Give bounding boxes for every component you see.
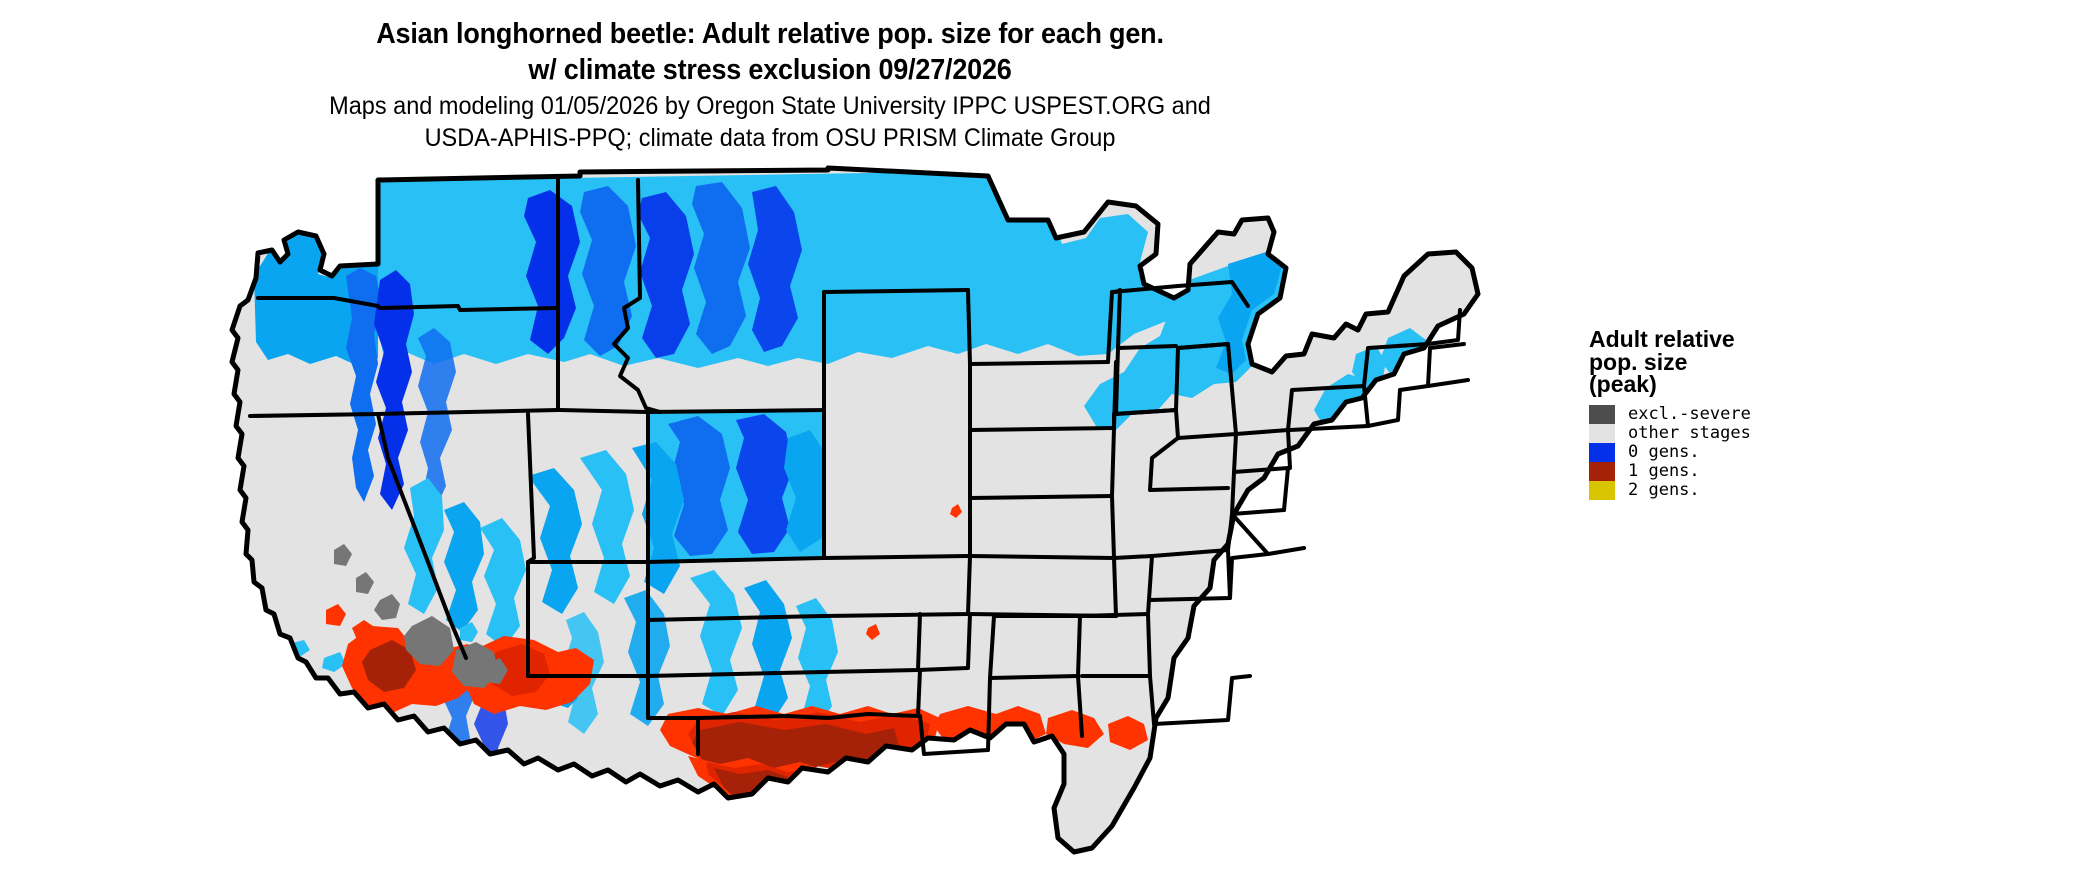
map-legend: Adult relative pop. size (peak) excl.-se…: [1589, 328, 1919, 500]
legend-swatch-excl-severe: [1589, 404, 1615, 424]
legend-label-other-stages: other stages: [1628, 422, 1751, 443]
excl-severe-layer: [334, 544, 508, 688]
legend-label-2-gens: 2 gens.: [1628, 479, 1700, 500]
state-borders-layer: [229, 165, 1481, 855]
legend-label-1-gens: 1 gens.: [1628, 460, 1700, 481]
legend-swatch-other-stages: [1589, 423, 1615, 443]
legend-title-line-2: pop. size: [1589, 348, 1688, 375]
legend-item-1-gens[interactable]: 1 gens.: [1589, 460, 1919, 481]
us-map-svg: [228, 158, 1538, 878]
legend-item-excl-severe[interactable]: excl.-severe: [1589, 403, 1919, 424]
legend-swatch-1-gens: [1589, 461, 1615, 481]
title-line-2: w/ climate stress exclusion 09/27/2026: [528, 54, 1012, 86]
legend-swatch-0-gens: [1589, 442, 1615, 462]
legend-label-excl-severe: excl.-severe: [1628, 403, 1751, 424]
legend-label-0-gens: 0 gens.: [1628, 441, 1700, 462]
subtitle-line-2: USDA-APHIS-PPQ; climate data from OSU PR…: [424, 124, 1116, 152]
legend-swatch-2-gens: [1589, 480, 1615, 500]
legend-item-2-gens[interactable]: 2 gens.: [1589, 479, 1919, 500]
legend-title-line-1: Adult relative: [1589, 326, 1735, 352]
title-line-1: Asian longhorned beetle: Adult relative …: [376, 18, 1164, 50]
us-map: [228, 158, 1538, 878]
gen0-blue-layer: [254, 172, 1478, 786]
chart-title: Asian longhorned beetle: Adult relative …: [0, 16, 1540, 88]
chart-subtitle: Maps and modeling 01/05/2026 by Oregon S…: [0, 90, 1540, 154]
subtitle-line-1: Maps and modeling 01/05/2026 by Oregon S…: [329, 92, 1211, 120]
legend-item-other-stages[interactable]: other stages: [1589, 422, 1919, 443]
legend-items: excl.-severe other stages 0 gens. 1 gens…: [1589, 403, 1919, 500]
legend-title-line-3: (peak): [1589, 371, 1657, 397]
legend-item-0-gens[interactable]: 0 gens.: [1589, 441, 1919, 462]
